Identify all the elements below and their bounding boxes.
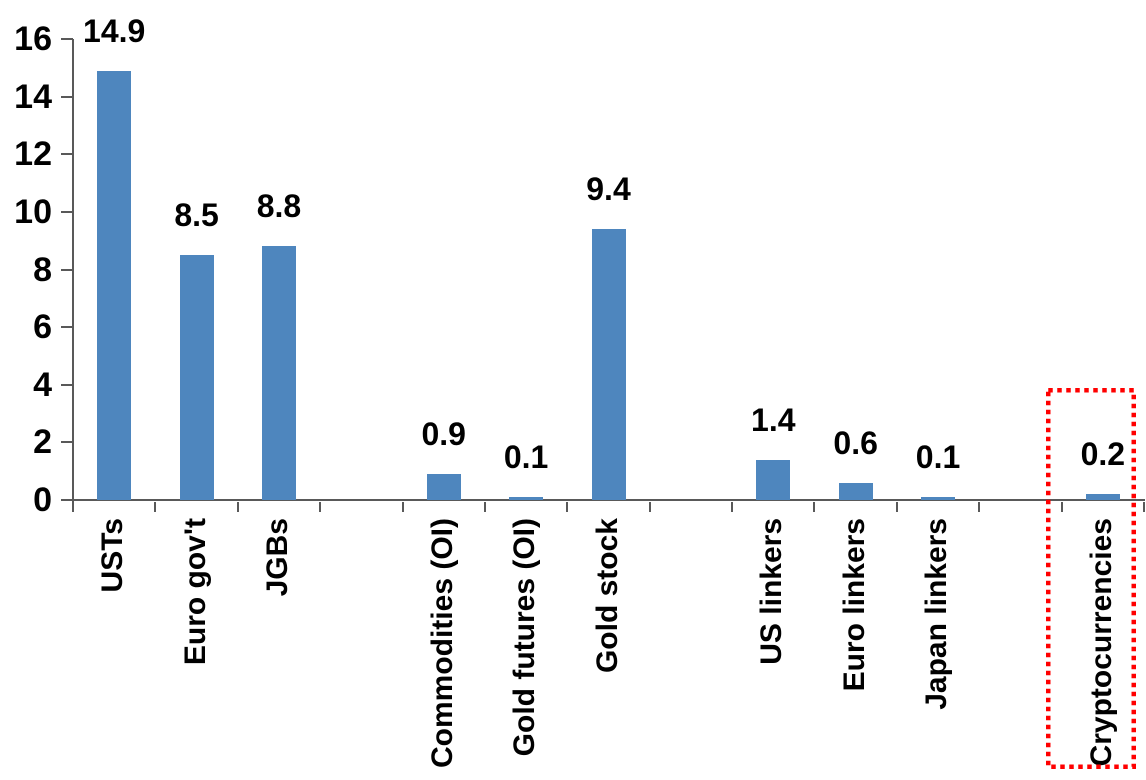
x-axis-tick [483,502,486,512]
bar [261,246,296,500]
bar [591,229,626,500]
x-axis-tick [1143,502,1145,512]
x-axis-tick [978,502,981,512]
x-category-label-text: USTs [96,518,130,593]
x-category-label-text: Gold stock [590,518,624,674]
bar-value-label: 0.6 [833,424,878,461]
y-tick-label: 0 [33,481,52,519]
bar [426,474,461,500]
x-category-label-text: Japan linkers [920,518,954,710]
x-axis-tick [236,502,239,512]
bar-value-label: 0.1 [503,439,549,476]
x-axis-tick [566,502,569,512]
y-axis-tick [61,383,73,386]
y-tick-label: 10 [14,192,52,231]
y-tick-label: 14 [14,77,52,116]
y-axis-line [72,39,74,511]
bar [179,255,214,500]
bar-value-label: 0.2 [1080,436,1126,473]
y-axis-tick [61,153,73,156]
x-category-label-text: JGBs [260,518,294,597]
bar [756,459,791,500]
y-tick-label: 12 [14,135,52,174]
y-axis-tick [61,268,73,271]
bar [921,497,956,500]
y-tick-label: 6 [33,308,52,347]
x-axis-tick [401,502,404,512]
x-category-label-text: Gold futures (OI) [508,518,542,757]
y-axis-tick [61,326,73,329]
x-category-label-text: US linkers [755,518,789,665]
x-category-label-text: Euro gov't [178,518,212,666]
bar-value-label: 8.5 [174,197,219,234]
bar-value-label: 0.9 [421,416,466,453]
y-tick-label: 8 [33,250,52,289]
highlight-box-rect [1046,388,1136,769]
bar-value-label: 1.4 [751,401,796,438]
x-axis-tick [895,502,898,512]
y-axis-tick [61,95,73,98]
x-category-label-text: Euro linkers [837,518,871,692]
bar [838,482,873,500]
x-axis-tick [731,502,734,512]
bar [97,70,132,500]
y-axis-tick [61,499,73,501]
y-axis-tick [61,441,73,444]
bar-value-label: 8.8 [256,188,302,225]
highlight-box [1046,388,1136,769]
y-axis-tick [61,38,73,40]
y-tick-label: 4 [33,365,52,404]
y-tick-label: 16 [14,20,52,58]
x-category-label-text: Commodities (OI) [425,518,459,769]
bar-value-label: 14.9 [83,12,146,49]
x-axis-tick [154,502,157,512]
x-axis-line [72,499,1145,501]
x-axis-tick [813,502,816,512]
y-axis-tick [61,210,73,213]
bar [509,497,544,500]
bar [1085,494,1120,500]
bar-value-label: 0.1 [915,439,961,476]
x-axis-tick [1060,502,1063,512]
bar-value-label: 9.4 [586,171,631,208]
x-axis-tick [72,502,74,512]
x-axis-tick [319,502,322,512]
x-axis-tick [648,502,651,512]
y-tick-label: 2 [33,423,52,462]
